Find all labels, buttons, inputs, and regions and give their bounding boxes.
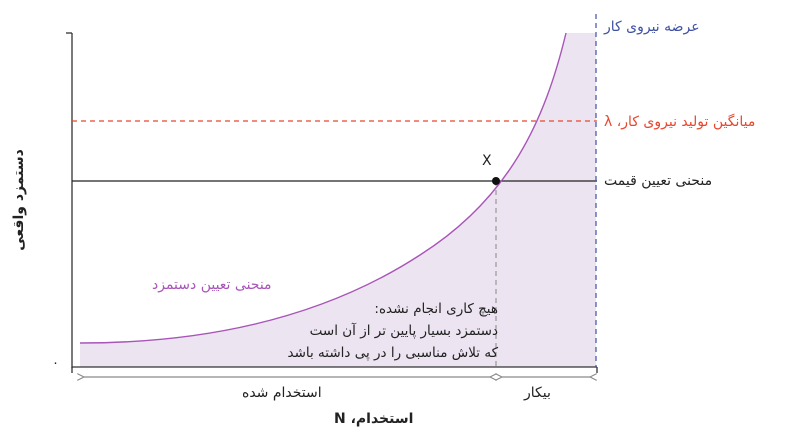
- equilibrium-point: [492, 177, 500, 185]
- shaded-region: [80, 33, 596, 367]
- y-axis-label: دستمزد واقعی: [11, 149, 27, 251]
- note-line-1: هیچ کاری انجام نشده:: [374, 301, 498, 317]
- unemployed-label: بیکار: [524, 385, 551, 401]
- avg-product-label: میانگین تولید نیروی کار، λ: [604, 114, 756, 130]
- labor-supply-label: عرضه نیروی کار: [604, 19, 700, 35]
- note-line-3: که تلاش مناسبی را در پی داشته باشد: [287, 345, 498, 361]
- origin-label: ۰: [52, 356, 59, 371]
- wage-setting-curve: [79, 32, 567, 344]
- point-x-label: X: [482, 153, 492, 169]
- employed-label: استخدام شده: [242, 385, 322, 401]
- price-curve-label: منحنی تعیین قیمت: [604, 173, 713, 189]
- no-work-note: هیچ کاری انجام نشده: دستمزد بسیار پایین …: [258, 298, 498, 364]
- note-line-2: دستمزد بسیار پایین تر از آن است: [309, 323, 498, 339]
- wage-curve-label: منحنی تعیین دستمزد: [152, 277, 272, 293]
- x-axis-label: استخدام، N: [334, 411, 414, 427]
